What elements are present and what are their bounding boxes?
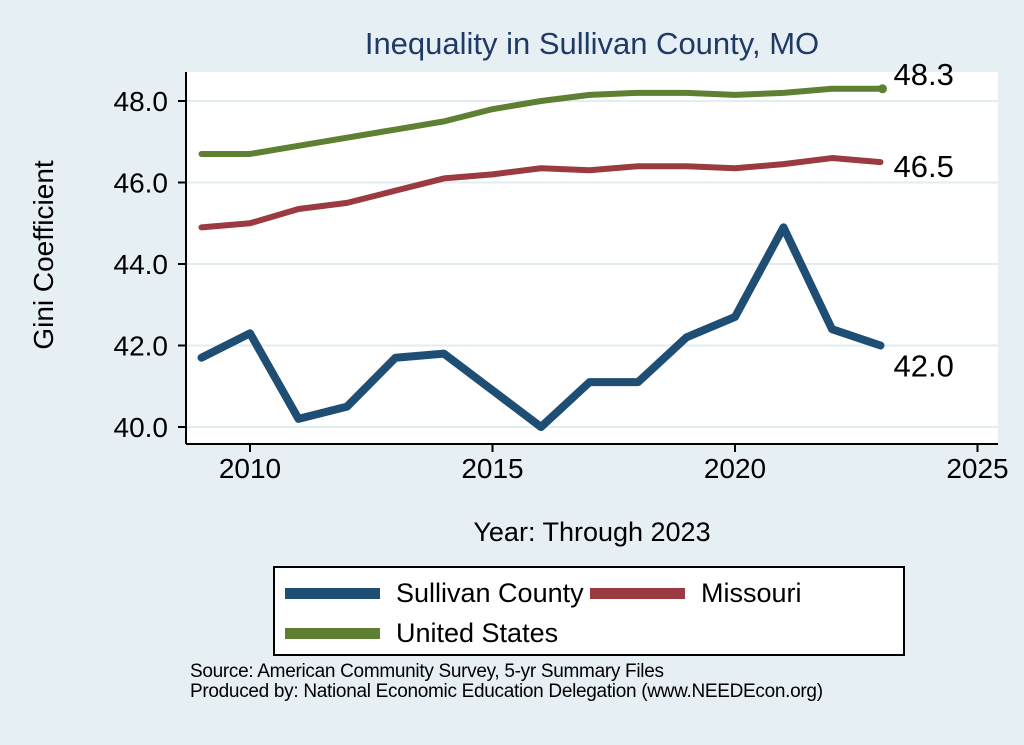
x-axis-title: Year: Through 2023 xyxy=(473,517,711,547)
legend-item-united-states: United States xyxy=(285,618,590,649)
series-line-missouri xyxy=(198,155,884,231)
plot-canvas: 40.0 42.0 44.0 46.0 48.0 2010 2015 2020 2025 42.0… xyxy=(114,57,1009,484)
y-tick-label: 46.0 xyxy=(114,168,169,199)
x-tick-label: 2020 xyxy=(704,453,766,484)
x-tick-label: 2015 xyxy=(461,453,523,484)
chart-title: Inequality in Sullivan County, MO xyxy=(364,26,820,61)
source-note: Source: American Community Survey, 5-yr … xyxy=(190,662,823,702)
source-line-2: Produced by: National Economic Education… xyxy=(190,681,823,702)
y-tick-label: 48.0 xyxy=(114,86,169,117)
legend-item-sullivan-county: Sullivan County xyxy=(285,578,590,609)
x-tick-label: 2010 xyxy=(219,453,281,484)
x-tick-label: 2025 xyxy=(946,453,1008,484)
series-end-marker xyxy=(878,84,887,94)
y-tick-label: 44.0 xyxy=(114,249,169,280)
legend-label-sullivan-county: Sullivan County xyxy=(396,577,584,608)
legend-label-missouri: Missouri xyxy=(701,577,802,608)
plot-background xyxy=(186,72,998,444)
legend-swatch-sullivan-county xyxy=(285,587,380,599)
y-tick-label: 40.0 xyxy=(114,412,169,443)
legend-swatch-united-states xyxy=(285,627,380,639)
series-end-label: 46.5 xyxy=(894,149,954,184)
legend-swatch-missouri xyxy=(590,587,685,599)
y-tick-label: 42.0 xyxy=(114,331,169,362)
series-end-label: 48.3 xyxy=(894,57,954,92)
legend-item-missouri: Missouri xyxy=(590,578,893,609)
series-line-sullivan-county xyxy=(197,223,885,431)
legend-label-united-states: United States xyxy=(396,617,559,648)
series-end-label: 42.0 xyxy=(894,349,954,384)
series-line-united-states xyxy=(198,85,884,157)
source-line-1: Source: American Community Survey, 5-yr … xyxy=(190,661,664,682)
chart-legend: Sullivan County Missouri United States xyxy=(273,566,905,656)
